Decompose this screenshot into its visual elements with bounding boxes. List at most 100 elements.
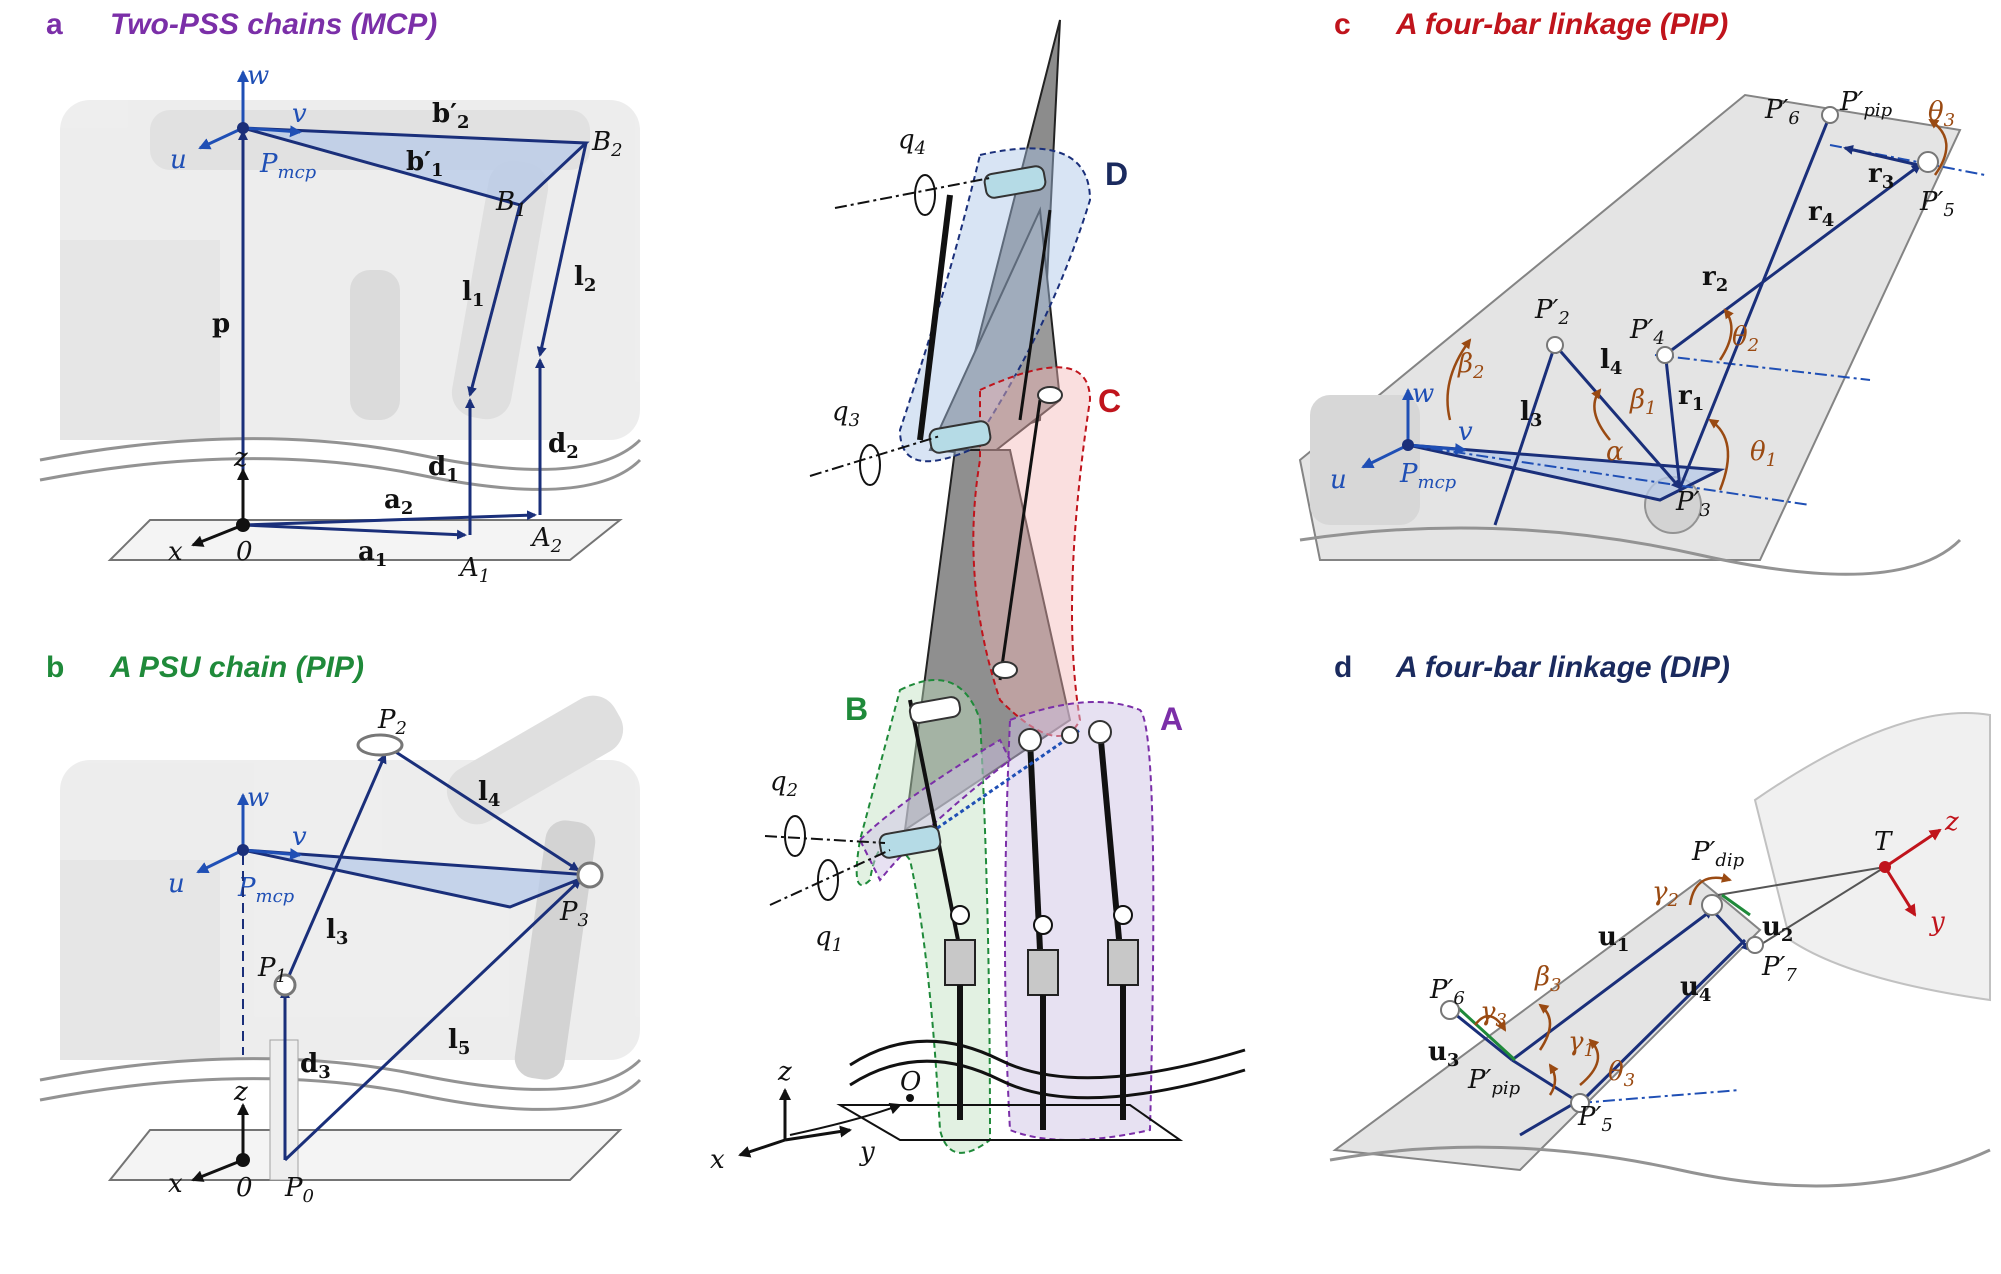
c-l3-label: l3 [1520, 397, 1542, 431]
c-theta2-label: θ2 [1732, 322, 1759, 356]
panel-a: a Two-PSS chains (MCP) w v u Pmcp b′2 b′… [39, 8, 642, 587]
c-beta1-label: β1 [1629, 385, 1656, 419]
b-origin-label: 0 [236, 1173, 253, 1203]
region-A-label: A [1160, 701, 1183, 737]
d-z-label: z [1944, 807, 1959, 837]
panel-b-letter: b [46, 651, 64, 684]
c-alpha-label: α [1606, 437, 1624, 467]
a-z-label: z [233, 443, 248, 473]
a-l2-label: l2 [574, 262, 596, 296]
b-v-label: v [292, 822, 307, 852]
b-d3-label: d3 [300, 1049, 331, 1083]
b-P2-label: P2 [377, 705, 407, 739]
panel-a-title: Two-PSS chains (MCP) [110, 8, 437, 41]
a-A1-label: A1 [458, 553, 490, 587]
d-theta3-label: θ3 [1608, 1057, 1635, 1091]
d-P7-label: P′7 [1761, 952, 1797, 986]
b-P1-label: P1 [257, 953, 287, 987]
a-x-label: x [168, 537, 183, 567]
a-b2-label: b′2 [432, 99, 470, 133]
a-d2-label: d2 [548, 429, 579, 463]
a-w-label: w [247, 61, 269, 91]
c-w-label: w [1412, 379, 1434, 409]
a-v-label: v [292, 99, 307, 129]
a-A2-label: A2 [530, 523, 562, 557]
center-z-label: z [777, 1057, 792, 1087]
d-gamma3-label: γ3 [1480, 997, 1507, 1031]
c-r3-label: r3 [1868, 159, 1894, 193]
region-B [855, 679, 992, 1154]
b-P3-label: P3 [559, 897, 589, 931]
b-z-label: z [233, 1077, 248, 1107]
panel-d-letter: d [1334, 651, 1352, 684]
d-gamma2-label: γ2 [1652, 877, 1679, 911]
panel-c: c A four-bar linkage (PIP) [1298, 8, 1986, 576]
c-beta2-label: β2 [1457, 349, 1484, 383]
c-P4-label: P′4 [1629, 315, 1665, 349]
panel-c-title: A four-bar linkage (PIP) [1395, 8, 1728, 41]
a-l1-label: l1 [462, 277, 484, 311]
d-Pdip-label: P′dip [1691, 837, 1745, 871]
a-origin-label: 0 [236, 537, 253, 567]
panel-b-title: A PSU chain (PIP) [109, 651, 364, 684]
a-u-label: u [170, 145, 187, 175]
c-pmcp-label: Pmcp [1399, 459, 1457, 493]
q4-label: q4 [898, 125, 926, 159]
a-b1-label: b′1 [406, 147, 444, 181]
c-v-label: v [1458, 417, 1473, 447]
d-y-label: y [1929, 907, 1945, 937]
b-l5-label: l5 [448, 1025, 470, 1059]
panel-d-title: A four-bar linkage (DIP) [1395, 651, 1730, 684]
a-pmcp-label: Pmcp [259, 149, 317, 183]
c-r2-label: r2 [1702, 262, 1728, 296]
q1-label: q1 [815, 922, 843, 956]
b-l4-label: l4 [478, 777, 500, 811]
center-O-label: O [900, 1067, 921, 1097]
region-C [972, 366, 1092, 737]
a-a1-label: a1 [358, 537, 387, 571]
a-a2-label: a2 [384, 485, 413, 519]
panel-d: d A four-bar linkage (DIP) [1329, 651, 1991, 1188]
d-u4-label: u4 [1680, 972, 1711, 1006]
center-x-label: x [710, 1145, 725, 1175]
d-gamma1-label: γ1 [1568, 1027, 1595, 1061]
panel-b-background [39, 695, 642, 1181]
c-r4-label: r4 [1808, 197, 1834, 231]
d-u2-label: u2 [1762, 912, 1793, 946]
b-x-label: x [168, 1169, 183, 1199]
panel-b: b A PSU chain (PIP) w v u Pmcp P2 l4 P3 … [39, 651, 642, 1207]
region-C-label: C [1098, 383, 1121, 419]
a-B1-label: B1 [495, 187, 527, 221]
region-B-label: B [845, 691, 868, 727]
d-T-label: T [1874, 827, 1893, 857]
d-P5-label: P′5 [1577, 1102, 1613, 1136]
c-u-label: u [1330, 465, 1347, 495]
a-d1-label: d1 [428, 452, 459, 486]
d-beta3-label: β3 [1534, 962, 1561, 996]
region-D-label: D [1105, 156, 1128, 192]
d-u3-label: u3 [1428, 1037, 1459, 1071]
c-theta3-label: θ3 [1928, 97, 1955, 131]
q3-label: q3 [832, 397, 860, 431]
c-P3-label: P′3 [1675, 487, 1711, 521]
c-P2-label: P′2 [1534, 295, 1570, 329]
c-P5-label: P′5 [1919, 187, 1955, 221]
c-l4-label: l4 [1600, 345, 1622, 379]
d-P6-label: P′6 [1429, 975, 1465, 1009]
c-r1-label: r1 [1678, 381, 1704, 415]
b-u-label: u [168, 869, 185, 899]
c-Ppip-label: P′pip [1839, 87, 1893, 121]
q2-label: q2 [770, 767, 798, 801]
d-u1-label: u1 [1598, 922, 1629, 956]
panel-c-letter: c [1334, 8, 1351, 41]
a-B2-label: B2 [591, 127, 623, 161]
b-w-label: w [247, 783, 269, 813]
pip-triangle-c [1407, 443, 1726, 502]
center-y-label: y [859, 1137, 875, 1167]
b-pmcp-label: Pmcp [237, 873, 295, 907]
panel-a-letter: a [46, 8, 63, 41]
b-l3-label: l3 [326, 915, 348, 949]
a-p-label: p [212, 309, 230, 339]
b-P0-label: P0 [284, 1173, 314, 1207]
